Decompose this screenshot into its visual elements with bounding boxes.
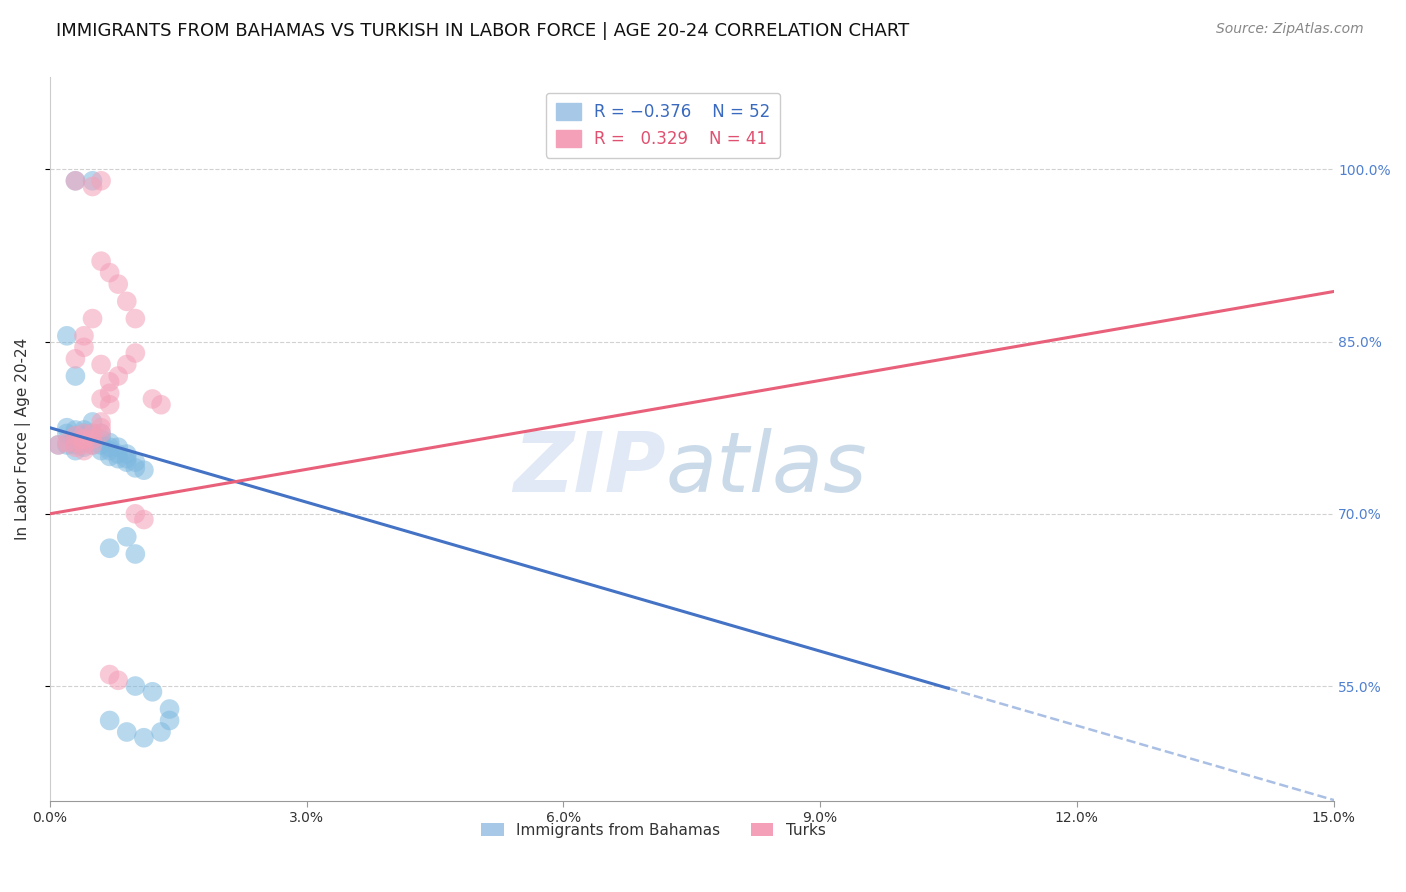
Point [98,450,121,464]
Point [56,438,79,452]
Point [132,463,155,477]
Point [65,174,87,188]
Point [56,435,79,450]
Point [132,731,155,745]
Point [73,426,96,441]
Point [90,426,112,441]
Point [98,435,121,450]
Point [98,714,121,728]
Point [82,438,104,452]
Point [65,443,87,458]
Point [115,451,138,466]
Point [73,423,96,437]
Text: Source: ZipAtlas.com: Source: ZipAtlas.com [1216,22,1364,37]
Point [107,277,129,292]
Point [82,432,104,446]
Point [82,311,104,326]
Point [73,435,96,450]
Point [90,432,112,446]
Point [107,369,129,384]
Point [73,432,96,446]
Point [115,294,138,309]
Point [73,426,96,441]
Point [90,174,112,188]
Point [98,443,121,458]
Point [90,438,112,452]
Point [90,392,112,406]
Point [132,512,155,526]
Point [124,547,146,561]
Point [124,507,146,521]
Point [98,440,121,454]
Point [82,174,104,188]
Point [65,423,87,437]
Point [46,438,69,452]
Point [65,440,87,454]
Point [98,266,121,280]
Y-axis label: In Labor Force | Age 20-24: In Labor Force | Age 20-24 [15,338,31,541]
Point [115,447,138,461]
Point [82,179,104,194]
Point [98,375,121,389]
Point [65,428,87,442]
Point [73,428,96,442]
Point [82,415,104,429]
Point [82,426,104,441]
Point [65,351,87,366]
Point [65,174,87,188]
Point [141,392,163,406]
Point [124,346,146,360]
Point [82,432,104,446]
Point [73,328,96,343]
Point [90,415,112,429]
Point [73,432,96,446]
Point [90,420,112,434]
Point [73,811,96,825]
Point [115,530,138,544]
Point [73,340,96,354]
Point [90,426,112,441]
Point [65,435,87,450]
Point [107,673,129,688]
Point [90,443,112,458]
Point [159,702,181,716]
Point [115,725,138,739]
Text: ZIP: ZIP [513,427,666,508]
Legend: Immigrants from Bahamas, Turks: Immigrants from Bahamas, Turks [475,816,831,844]
Text: atlas: atlas [666,427,868,508]
Point [90,254,112,268]
Point [46,438,69,452]
Point [115,455,138,469]
Point [115,358,138,372]
Point [82,438,104,452]
Point [98,541,121,556]
Point [73,440,96,454]
Point [150,398,173,412]
Point [56,420,79,434]
Point [73,438,96,452]
Point [90,358,112,372]
Point [124,461,146,475]
Point [124,679,146,693]
Point [98,398,121,412]
Point [107,451,129,466]
Point [65,428,87,442]
Point [107,447,129,461]
Point [65,438,87,452]
Point [65,435,87,450]
Point [124,455,146,469]
Point [159,714,181,728]
Point [141,685,163,699]
Point [56,426,79,441]
Point [124,311,146,326]
Point [107,440,129,454]
Point [98,667,121,681]
Point [150,725,173,739]
Point [98,386,121,401]
Point [73,443,96,458]
Text: IMMIGRANTS FROM BAHAMAS VS TURKISH IN LABOR FORCE | AGE 20-24 CORRELATION CHART: IMMIGRANTS FROM BAHAMAS VS TURKISH IN LA… [56,22,910,40]
Point [56,328,79,343]
Point [82,426,104,441]
Point [65,369,87,384]
